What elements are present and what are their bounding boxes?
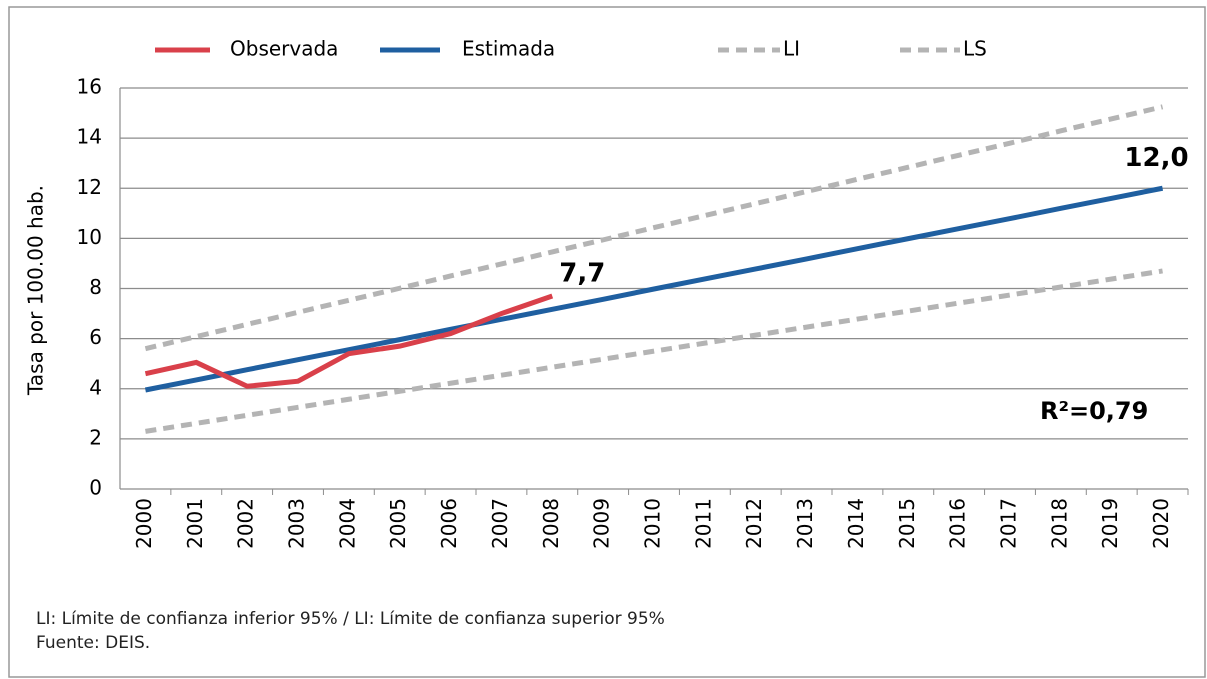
x-tick-label: 2006 — [437, 498, 461, 549]
x-tick-label: 2007 — [488, 498, 512, 549]
x-tick-label: 2012 — [742, 498, 766, 549]
legend-label: LI — [783, 37, 800, 61]
x-tick-label: 2011 — [691, 498, 715, 549]
series-line — [144, 293, 554, 389]
x-tick-label: 2020 — [1149, 498, 1173, 549]
x-tick-label: 2017 — [997, 498, 1021, 549]
x-tick-label: 2013 — [793, 498, 817, 549]
series-line — [144, 104, 1164, 352]
legend-label: Estimada — [462, 37, 555, 61]
x-tick-label: 2009 — [590, 498, 614, 549]
note: LI: Límite de confianza inferior 95% / L… — [36, 609, 665, 629]
series-line — [144, 185, 1164, 393]
data-label: 12,0 — [1124, 143, 1188, 173]
x-tick-label: 2014 — [844, 498, 868, 549]
x-tick-label: 2015 — [895, 498, 919, 549]
data-label: 7,7 — [559, 259, 605, 289]
y-tick-label: 0 — [89, 476, 102, 500]
note: Fuente: DEIS. — [36, 633, 150, 653]
y-tick-label: 6 — [89, 325, 102, 349]
legend-label: Observada — [230, 37, 338, 61]
y-tick-label: 8 — [89, 275, 102, 299]
y-tick-label: 14 — [77, 125, 102, 149]
x-tick-label: 2001 — [183, 498, 207, 549]
y-tick-label: 4 — [89, 375, 102, 399]
x-tick-label: 2018 — [1047, 498, 1071, 549]
x-tick-label: 2005 — [386, 498, 410, 549]
x-tick-label: 2008 — [539, 498, 563, 549]
frame — [8, 6, 1206, 678]
y-tick-label: 12 — [77, 175, 102, 199]
x-tick-label: 2019 — [1098, 498, 1122, 549]
x-tick-label: 2004 — [335, 498, 359, 549]
y-axis-label: Tasa por 100.00 hab. — [24, 185, 48, 396]
x-tick-label: 2000 — [132, 498, 156, 549]
y-tick-label: 2 — [89, 425, 102, 449]
legend-label: LS — [963, 37, 987, 61]
x-tick-label: 2002 — [234, 498, 258, 549]
x-tick-label: 2003 — [285, 498, 309, 549]
x-tick-label: 2016 — [946, 498, 970, 549]
y-tick-label: 16 — [77, 75, 102, 99]
series-line — [145, 268, 1163, 434]
annotation: R²=0,79 — [1040, 397, 1148, 425]
y-tick-label: 10 — [77, 225, 102, 249]
x-tick-label: 2010 — [641, 498, 665, 549]
